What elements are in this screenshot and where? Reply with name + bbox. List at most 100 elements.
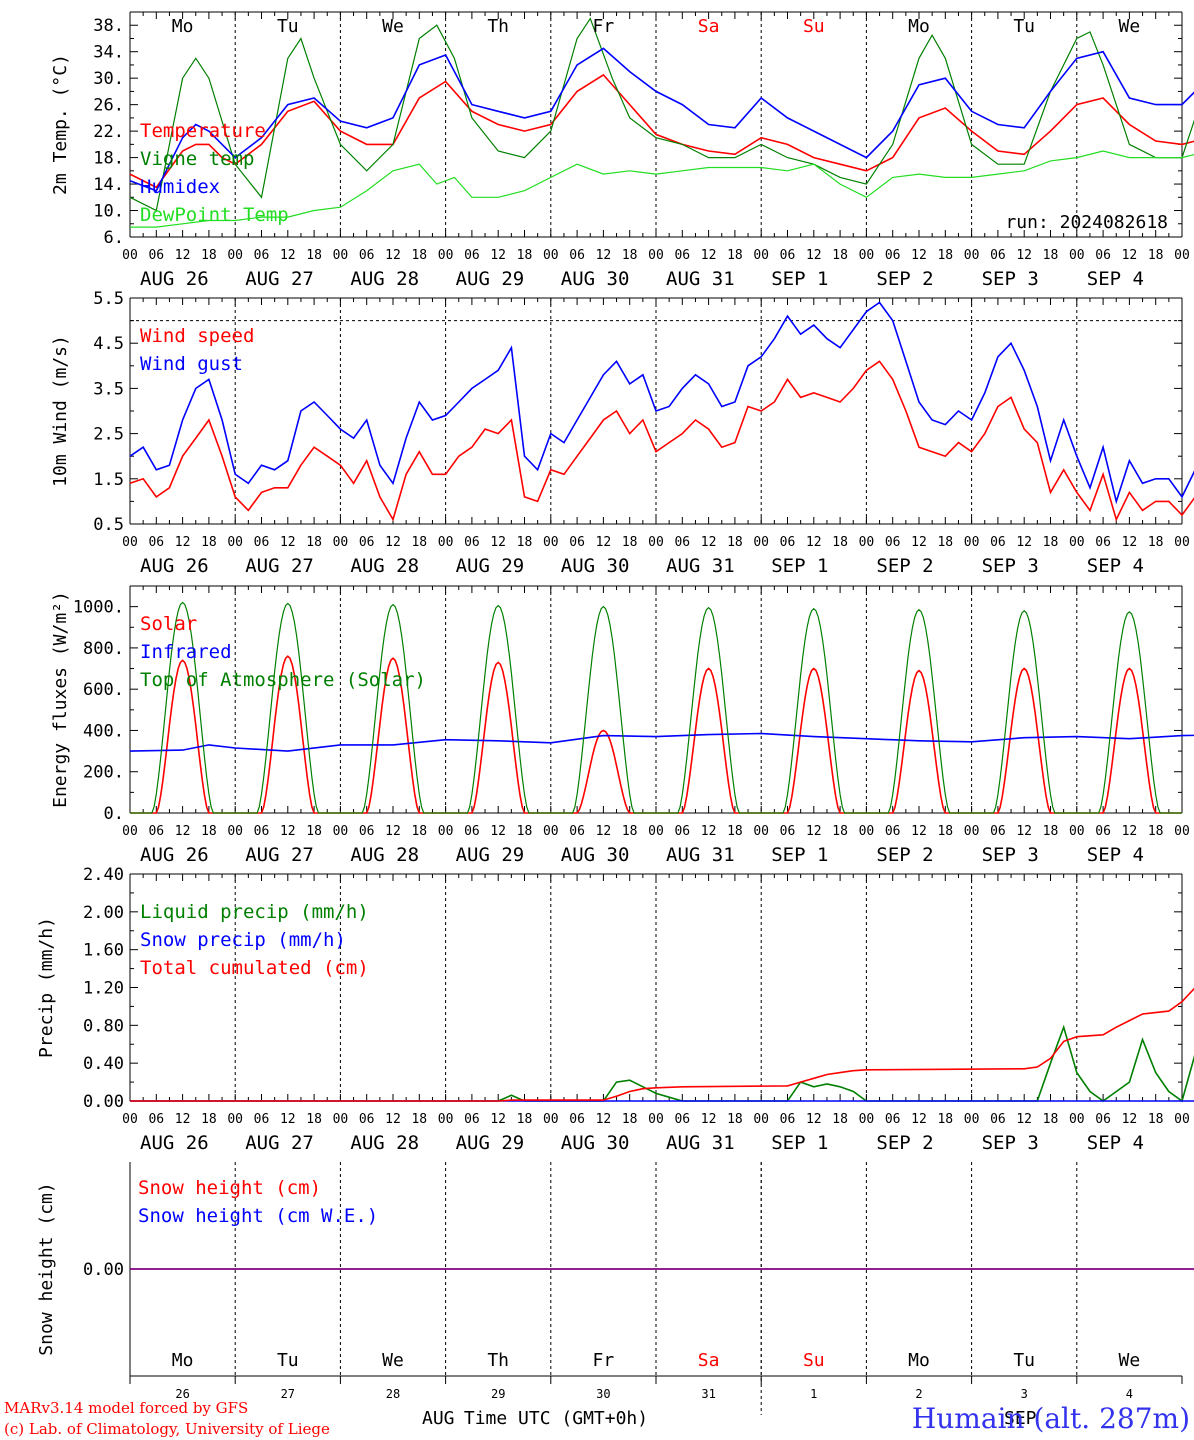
- hour-tick-label: 00: [227, 824, 243, 839]
- date-label: SEP 3: [982, 268, 1039, 290]
- hour-tick-label: 12: [1016, 824, 1032, 839]
- y-axis-label: 10m Wind (m/s): [50, 335, 71, 487]
- hour-tick-label: 00: [438, 824, 454, 839]
- legend-entry: Wind gust: [140, 353, 243, 375]
- hour-tick-label: 00: [543, 535, 559, 550]
- y-tick-label: 2.5: [93, 425, 124, 445]
- hour-tick-label: 18: [411, 1112, 427, 1127]
- hour-tick-label: 00: [1174, 1112, 1190, 1127]
- weekday-label: Sa: [698, 16, 720, 37]
- hour-tick-label: 12: [1016, 248, 1032, 263]
- hour-tick-label: 18: [201, 535, 217, 550]
- hour-tick-label: 18: [1043, 248, 1059, 263]
- hour-tick-label: 06: [359, 1112, 375, 1127]
- weekday-label: Tu: [277, 16, 299, 37]
- date-label: SEP 2: [876, 555, 933, 577]
- hour-tick-label: 12: [806, 248, 822, 263]
- legend-entry: Total cumulated (cm): [140, 957, 369, 979]
- day-number-label: 1: [810, 1387, 817, 1401]
- weekday-label: Su: [803, 1350, 825, 1371]
- date-label: SEP 4: [1087, 844, 1144, 866]
- hour-tick-label: 00: [438, 248, 454, 263]
- weekday-label: Mo: [172, 1350, 194, 1371]
- hour-tick-label: 06: [148, 824, 164, 839]
- hour-tick-label: 18: [727, 535, 743, 550]
- weekday-label: Tu: [277, 1350, 299, 1371]
- legend-entry: DewPoint Temp: [140, 204, 289, 226]
- run-label: run: 2024082618: [1005, 212, 1168, 233]
- y-tick-label: 600.: [83, 680, 124, 700]
- hour-tick-label: 00: [1174, 248, 1190, 263]
- hour-tick-label: 18: [1148, 824, 1164, 839]
- y-tick-label: 34.: [93, 43, 124, 63]
- y-tick-label: 22.: [93, 122, 124, 142]
- hour-tick-label: 18: [727, 824, 743, 839]
- y-axis-label: Snow height (cm): [36, 1182, 57, 1355]
- weekday-label: Tu: [1013, 16, 1035, 37]
- legend-entry: Vigne temp: [140, 148, 254, 170]
- y-tick-label: 0.5: [93, 515, 124, 535]
- hour-tick-label: 12: [490, 824, 506, 839]
- series-line-4: [130, 150, 1194, 228]
- date-label: AUG 29: [456, 1132, 525, 1154]
- y-tick-label: 0.00: [83, 1092, 124, 1112]
- date-label: AUG 31: [666, 268, 735, 290]
- date-label: AUG 26: [140, 268, 209, 290]
- hour-tick-label: 18: [306, 824, 322, 839]
- legend-entry: Temperature: [140, 120, 266, 142]
- hour-tick-label: 00: [122, 535, 138, 550]
- hour-tick-label: 18: [1148, 248, 1164, 263]
- hour-tick-label: 00: [859, 824, 875, 839]
- date-label: SEP 1: [771, 555, 828, 577]
- hour-tick-label: 12: [806, 1112, 822, 1127]
- hour-tick-label: 18: [622, 824, 638, 839]
- y-tick-label: 200.: [83, 763, 124, 783]
- hour-tick-label: 00: [964, 1112, 980, 1127]
- hour-tick-label: 06: [990, 535, 1006, 550]
- weekday-label: Fr: [593, 16, 615, 37]
- series-line-2: [129, 732, 1194, 752]
- hour-tick-label: 12: [385, 824, 401, 839]
- y-tick-label: 800.: [83, 639, 124, 659]
- y-tick-label: 4.5: [93, 334, 124, 354]
- credit-line-1: MARv3.14 model forced by GFS: [4, 1399, 248, 1417]
- weekday-label: Th: [487, 16, 509, 37]
- hour-tick-label: 18: [306, 1112, 322, 1127]
- hour-tick-label: 18: [517, 824, 533, 839]
- y-axis-label: 2m Temp. (°C): [50, 54, 71, 195]
- hour-tick-label: 06: [674, 824, 690, 839]
- legend-entry: Top of Atmosphere (Solar): [140, 669, 426, 691]
- date-label: AUG 30: [561, 844, 630, 866]
- date-label: AUG 27: [245, 268, 314, 290]
- date-label: SEP 4: [1087, 555, 1144, 577]
- hour-tick-label: 18: [622, 248, 638, 263]
- hour-tick-label: 00: [964, 248, 980, 263]
- date-label: SEP 1: [771, 268, 828, 290]
- hour-tick-label: 12: [1122, 1112, 1138, 1127]
- hour-tick-label: 18: [832, 248, 848, 263]
- date-label: AUG 27: [245, 1132, 314, 1154]
- weekday-label: We: [1119, 16, 1141, 37]
- hour-tick-label: 00: [964, 824, 980, 839]
- y-tick-label: 0.: [104, 804, 124, 824]
- hour-tick-label: 12: [701, 535, 717, 550]
- hour-tick-label: 00: [227, 1112, 243, 1127]
- day-number-label: 30: [596, 1387, 610, 1401]
- hour-tick-label: 12: [1016, 535, 1032, 550]
- hour-tick-label: 06: [885, 535, 901, 550]
- hour-tick-label: 12: [911, 535, 927, 550]
- day-number-label: 2: [915, 1387, 922, 1401]
- series-line-3: [130, 601, 1182, 814]
- date-label: AUG 29: [456, 844, 525, 866]
- hour-tick-label: 00: [753, 1112, 769, 1127]
- hour-tick-label: 12: [701, 248, 717, 263]
- hour-tick-label: 06: [1095, 824, 1111, 839]
- hour-tick-label: 00: [1069, 535, 1085, 550]
- hour-tick-label: 12: [490, 1112, 506, 1127]
- series-line-1: [129, 73, 1194, 189]
- y-tick-label: 5.5: [93, 289, 124, 309]
- hour-tick-label: 18: [937, 248, 953, 263]
- hour-tick-label: 00: [438, 535, 454, 550]
